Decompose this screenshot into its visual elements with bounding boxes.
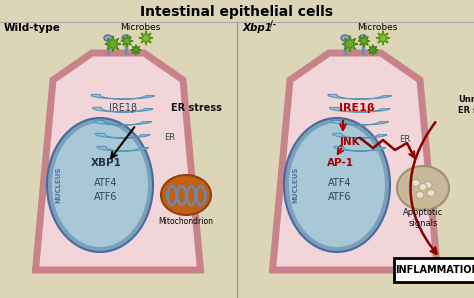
Polygon shape [376, 31, 390, 45]
Text: Wild-type: Wild-type [4, 23, 61, 33]
Text: Apoptotic
signals: Apoptotic signals [403, 208, 443, 228]
Text: ATF6: ATF6 [94, 192, 118, 202]
Text: JNK: JNK [340, 137, 360, 147]
Text: Intestinal epithelial cells: Intestinal epithelial cells [140, 5, 334, 19]
Ellipse shape [161, 175, 211, 215]
Ellipse shape [52, 123, 148, 247]
Ellipse shape [359, 35, 367, 41]
Text: AP-1: AP-1 [327, 158, 354, 168]
Polygon shape [91, 94, 155, 99]
Polygon shape [105, 36, 121, 52]
Text: NUCLEUS: NUCLEUS [55, 167, 61, 203]
Polygon shape [139, 31, 153, 45]
Ellipse shape [104, 35, 112, 41]
Ellipse shape [416, 192, 424, 198]
Ellipse shape [419, 184, 427, 190]
Polygon shape [358, 35, 370, 47]
Text: Microbes: Microbes [120, 24, 160, 32]
Text: ATF4: ATF4 [328, 178, 352, 188]
Text: Microbes: Microbes [357, 24, 397, 32]
Ellipse shape [412, 179, 420, 187]
Polygon shape [328, 94, 392, 99]
Polygon shape [273, 53, 438, 270]
Ellipse shape [341, 35, 349, 41]
Text: XBP1: XBP1 [91, 158, 121, 168]
Ellipse shape [424, 181, 432, 189]
Polygon shape [121, 35, 133, 47]
Text: IRE1β: IRE1β [339, 103, 375, 113]
Polygon shape [94, 120, 152, 125]
Text: ATF4: ATF4 [94, 178, 118, 188]
Ellipse shape [397, 166, 449, 210]
Text: ATF6: ATF6 [328, 192, 352, 202]
Polygon shape [368, 45, 378, 55]
Polygon shape [331, 120, 389, 125]
Polygon shape [97, 146, 149, 151]
Text: Mitochondrion: Mitochondrion [158, 218, 213, 226]
Polygon shape [334, 146, 386, 151]
Polygon shape [329, 107, 390, 112]
Text: ER stress: ER stress [171, 103, 221, 113]
Ellipse shape [47, 118, 153, 252]
Ellipse shape [289, 123, 385, 247]
Polygon shape [95, 134, 150, 138]
Text: INFLAMMATION: INFLAMMATION [395, 265, 474, 275]
Text: IRE1β: IRE1β [109, 103, 137, 113]
Ellipse shape [284, 118, 390, 252]
Text: Xbp1: Xbp1 [243, 23, 273, 33]
Text: Unresolved
ER stress: Unresolved ER stress [458, 95, 474, 115]
Ellipse shape [427, 190, 435, 196]
Polygon shape [332, 134, 387, 138]
Text: NUCLEUS: NUCLEUS [292, 167, 298, 203]
Text: -/-: -/- [268, 19, 277, 29]
Polygon shape [36, 53, 201, 270]
Polygon shape [342, 36, 358, 52]
Text: ER: ER [164, 134, 175, 142]
FancyBboxPatch shape [394, 258, 474, 282]
Text: ER: ER [400, 136, 410, 145]
Ellipse shape [122, 35, 130, 41]
Polygon shape [131, 45, 141, 55]
Polygon shape [92, 107, 153, 112]
